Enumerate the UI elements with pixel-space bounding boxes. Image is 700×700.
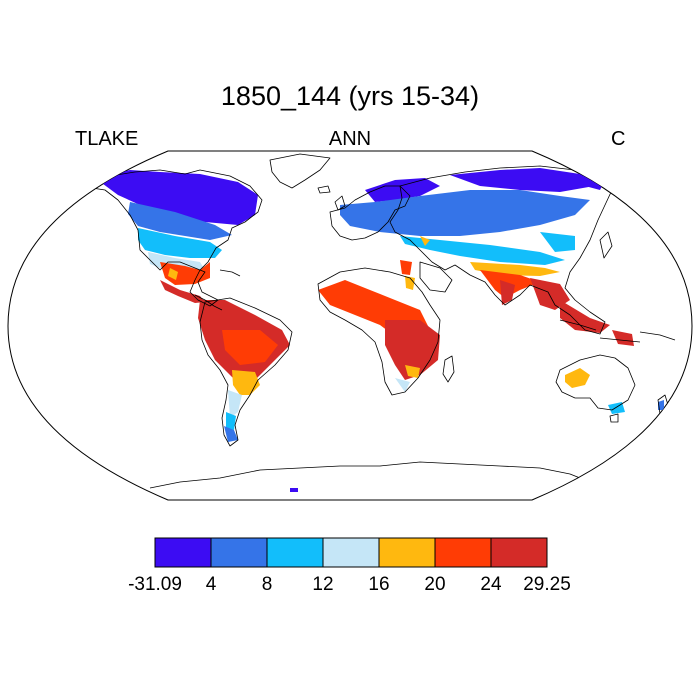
colorbar-tick-label: -31.09 [128,574,182,595]
colorbar-swatch [378,537,436,568]
colorbar-tick-label: 4 [206,574,217,595]
colorbar-tick-label: 16 [368,574,389,595]
units-label: C [611,128,626,150]
colorbar-tick-label: 8 [262,574,273,595]
colorbar-tick-label: 24 [480,574,502,595]
north-america-data [95,170,258,303]
colorbar-swatch [322,537,380,568]
variable-label: TLAKE [75,128,139,150]
colorbar-swatch [434,537,492,568]
eurasia-data [340,168,634,346]
antarctica-data [290,488,298,492]
colorbar-tick-label: 12 [312,574,333,595]
colorbar-tick-label: 20 [424,574,445,595]
colorbar-swatch [490,537,548,568]
colorbar-tick-label: 29.25 [523,574,571,595]
colorbar-swatch [154,537,212,568]
plot-title: 1850_144 (yrs 15-34) [220,81,480,111]
south-america-data [198,300,290,442]
season-label: ANN [328,128,372,150]
colorbar-swatch [210,537,268,568]
colorbar-swatch [266,537,324,568]
colorbar: -31.09 4 8 12 16 20 24 29.25 [128,537,571,595]
